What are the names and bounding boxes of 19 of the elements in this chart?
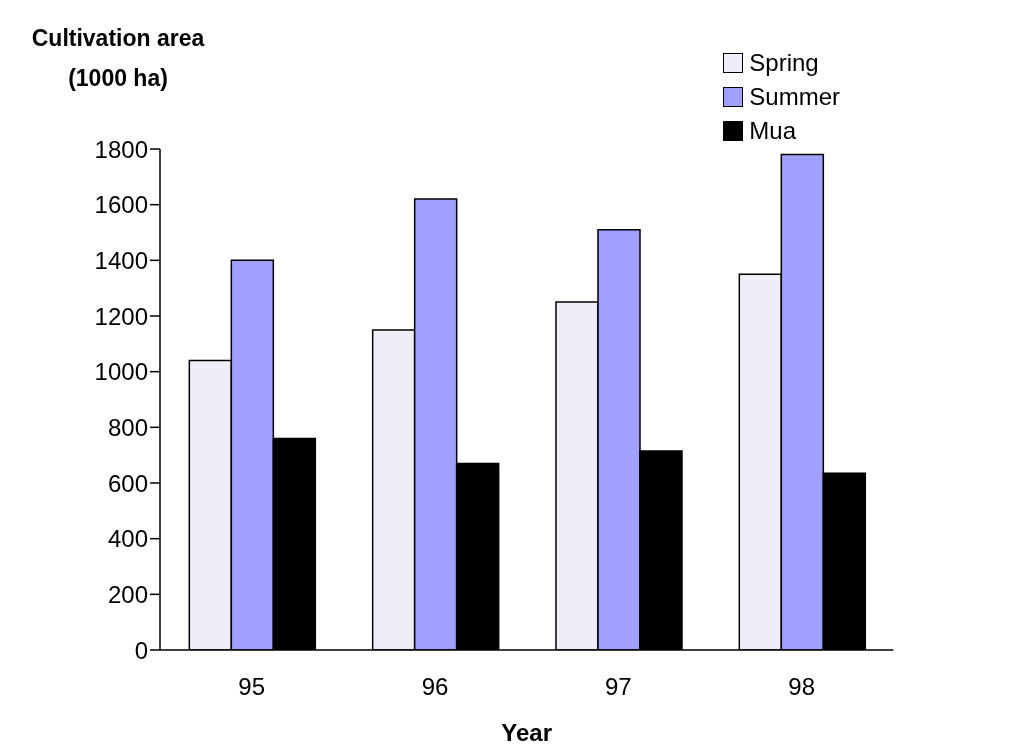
legend-label: Summer [749, 83, 840, 111]
x-tick-label: 96 [421, 673, 449, 701]
y-axis-title: Cultivation area (1000 ha) [30, 24, 206, 93]
y-tick-label: 1600 [94, 191, 148, 219]
x-tick-label: 98 [788, 673, 815, 701]
y-tick-label: 200 [107, 580, 148, 608]
y-tick-label: 600 [107, 469, 148, 497]
x-tick-label: 97 [604, 673, 632, 701]
y-tick-label: 1400 [94, 246, 148, 274]
y-tick-label: 1800 [94, 135, 148, 163]
y-tick-label: 1000 [94, 358, 148, 386]
legend-label: Mua [749, 117, 796, 145]
y-tick-label: 800 [107, 413, 148, 441]
x-axis-title: Year [501, 719, 553, 746]
y-tick-label: 0 [134, 636, 148, 664]
x-tick-label: 95 [238, 673, 266, 701]
y-tick-label: 1200 [94, 302, 148, 330]
y-tick-label: 400 [107, 525, 148, 553]
legend-label: Spring [749, 49, 819, 77]
